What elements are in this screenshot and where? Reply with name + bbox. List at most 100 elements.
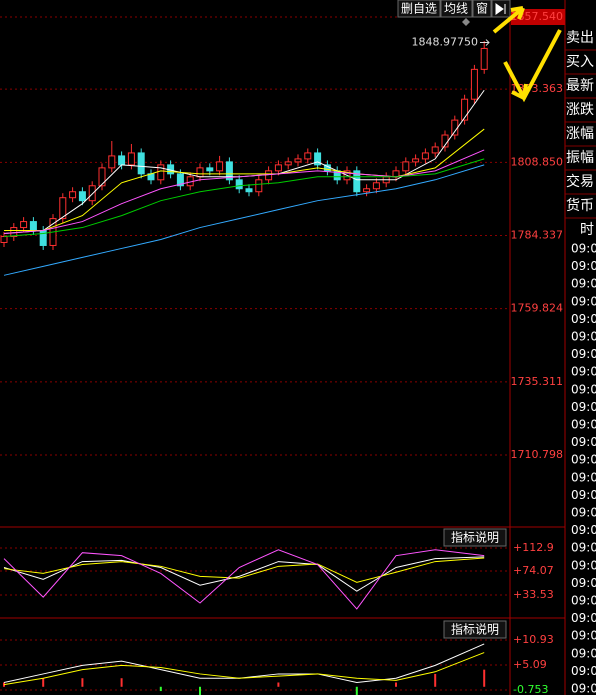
indicator-button[interactable]: 指标说明	[451, 622, 499, 637]
candle-body	[461, 98, 469, 121]
y-tick-label: +5.09	[513, 658, 547, 671]
candle-body	[176, 173, 184, 187]
y-tick-label: 1808.850	[511, 155, 564, 168]
marker	[462, 18, 470, 26]
candle-body	[108, 155, 116, 169]
candle-body	[29, 221, 37, 232]
button[interactable]	[443, 620, 507, 639]
y-tick-label: 1784.337	[511, 229, 564, 242]
indicator-line	[3, 652, 485, 686]
candle-body	[157, 164, 165, 181]
y-tick-label: +33.53	[513, 588, 554, 601]
candle-body	[206, 167, 214, 172]
button[interactable]	[440, 0, 473, 18]
button[interactable]	[397, 0, 441, 18]
expand-icon	[495, 3, 506, 15]
candle-body	[216, 161, 224, 172]
indicator-line	[3, 158, 485, 238]
time-cell: 09:00	[571, 435, 596, 449]
candle-body	[421, 152, 429, 160]
time-cell: 09:00	[571, 277, 596, 291]
candle-body	[225, 161, 233, 181]
y-tick-label: +10.93	[513, 633, 554, 646]
candle-body	[274, 164, 282, 172]
time-cell: 09:00	[571, 576, 596, 590]
time-cell: 09:00	[571, 259, 596, 273]
time-cell: 09:00	[571, 365, 596, 379]
time-cell: 09:00	[571, 646, 596, 660]
time-cell: 09:00	[571, 664, 596, 678]
y-tick-label: 1710.798	[511, 448, 564, 461]
indicator-line	[3, 549, 485, 610]
candle-body	[20, 221, 28, 229]
time-cell: 09:00	[571, 418, 596, 432]
time-cell: 09:00	[571, 453, 596, 467]
candle-body	[363, 188, 371, 193]
y-tick-label: -0.753	[513, 683, 548, 695]
time-cell: 09:00	[571, 594, 596, 608]
indicator-line	[3, 556, 485, 592]
candle-body	[69, 191, 77, 199]
side-label: 涨幅	[566, 126, 594, 142]
candle-body	[127, 152, 135, 166]
candle-body	[284, 161, 292, 166]
time-cell: 09:00	[571, 400, 596, 414]
time-cell: 09:00	[571, 312, 596, 326]
candle-body	[304, 152, 312, 160]
side-label: 卖出	[566, 30, 594, 46]
candle-body	[59, 197, 67, 220]
time-cell: 09:00	[571, 330, 596, 344]
toolbar-button[interactable]: 窗	[476, 2, 488, 16]
time-cell: 09:00	[571, 347, 596, 361]
candle-body	[314, 152, 322, 166]
candle-body	[137, 152, 145, 175]
candle-body	[480, 47, 488, 70]
candle-body	[78, 191, 86, 202]
time-cell: 09:00	[571, 541, 596, 555]
time-cell: 09:00	[571, 682, 596, 695]
time-cell: 09:00	[571, 382, 596, 396]
time-cell: 09:00	[571, 242, 596, 256]
time-cell: 09:00	[571, 611, 596, 625]
indicator-button[interactable]: 指标说明	[451, 530, 499, 545]
toolbar-button[interactable]: 均线	[444, 2, 468, 16]
indicator-line	[3, 557, 485, 583]
candle-body	[402, 161, 410, 172]
side-label: 交易	[566, 173, 594, 190]
time-header: 时	[580, 222, 594, 238]
candle-body	[88, 185, 96, 202]
toolbar-button[interactable]: 删自选	[401, 2, 437, 16]
candle-body	[118, 155, 126, 166]
candle-body	[265, 170, 273, 181]
candle-body	[196, 167, 204, 178]
last-price-arrow	[480, 39, 490, 46]
side-label: 振幅	[566, 150, 594, 166]
candle-body	[294, 158, 302, 163]
time-cell: 09:00	[571, 294, 596, 308]
annotation-arrow	[492, 6, 525, 34]
y-tick-label: +112.9	[513, 541, 554, 554]
indicator-line	[3, 164, 485, 276]
time-cell: 09:00	[571, 629, 596, 643]
candle-body	[10, 227, 18, 238]
candle-body	[372, 182, 380, 190]
candle-body	[0, 236, 8, 243]
y-tick-label: 1735.311	[511, 375, 564, 388]
annotation-arrow	[503, 29, 562, 103]
time-cell: 09:00	[571, 488, 596, 502]
time-cell: 09:00	[571, 558, 596, 572]
candle-body	[255, 179, 263, 193]
button[interactable]	[472, 0, 492, 18]
time-cell: 09:00	[571, 470, 596, 484]
side-label: 货币	[566, 197, 594, 214]
tick-highlight	[511, 9, 565, 25]
candle-body	[470, 68, 478, 100]
candle-body	[451, 119, 459, 136]
candle-body	[353, 170, 361, 193]
button[interactable]	[443, 528, 507, 547]
y-tick-label: 1759.824	[511, 302, 564, 315]
candle-body	[245, 188, 253, 193]
